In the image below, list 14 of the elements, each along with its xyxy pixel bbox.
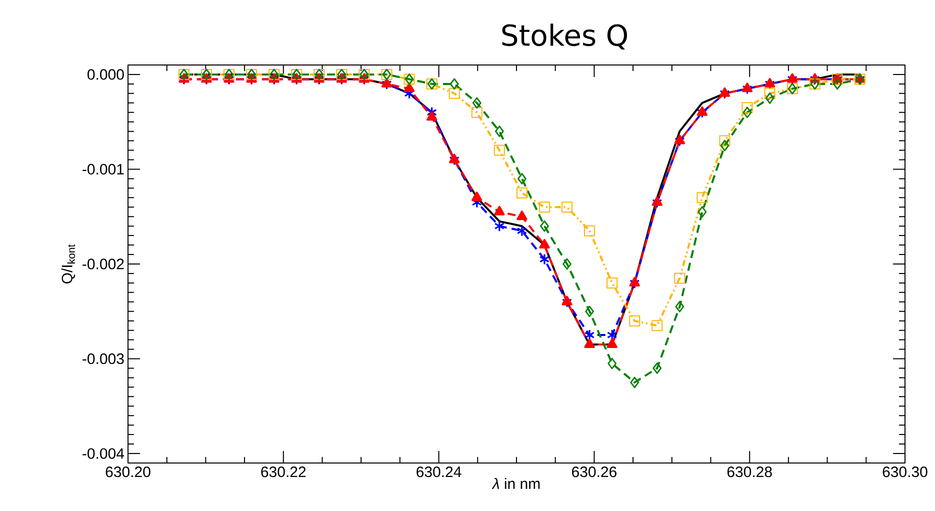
y-tick-label: -0.002 xyxy=(82,258,124,270)
y-tick-label: -0.004 xyxy=(82,448,124,459)
x-tick-label: 630.20 xyxy=(106,466,150,478)
x-axis-title: λ in nm xyxy=(492,478,540,489)
y-tick-label: -0.001 xyxy=(82,164,124,175)
chart-title: Stokes Q xyxy=(502,24,628,50)
x-tick-label: 630.22 xyxy=(261,466,306,478)
y-axis-title: Q/I$_{kont}$ xyxy=(61,244,76,284)
x-tick-label: 630.24 xyxy=(416,466,462,478)
x-tick-label: 630.30 xyxy=(882,466,928,478)
y-tick-label: 0.000 xyxy=(88,69,124,80)
y-tick-label: -0.003 xyxy=(82,353,124,364)
x-tick-label: 630.28 xyxy=(727,466,772,478)
x-tick-label: 630.26 xyxy=(572,466,616,478)
